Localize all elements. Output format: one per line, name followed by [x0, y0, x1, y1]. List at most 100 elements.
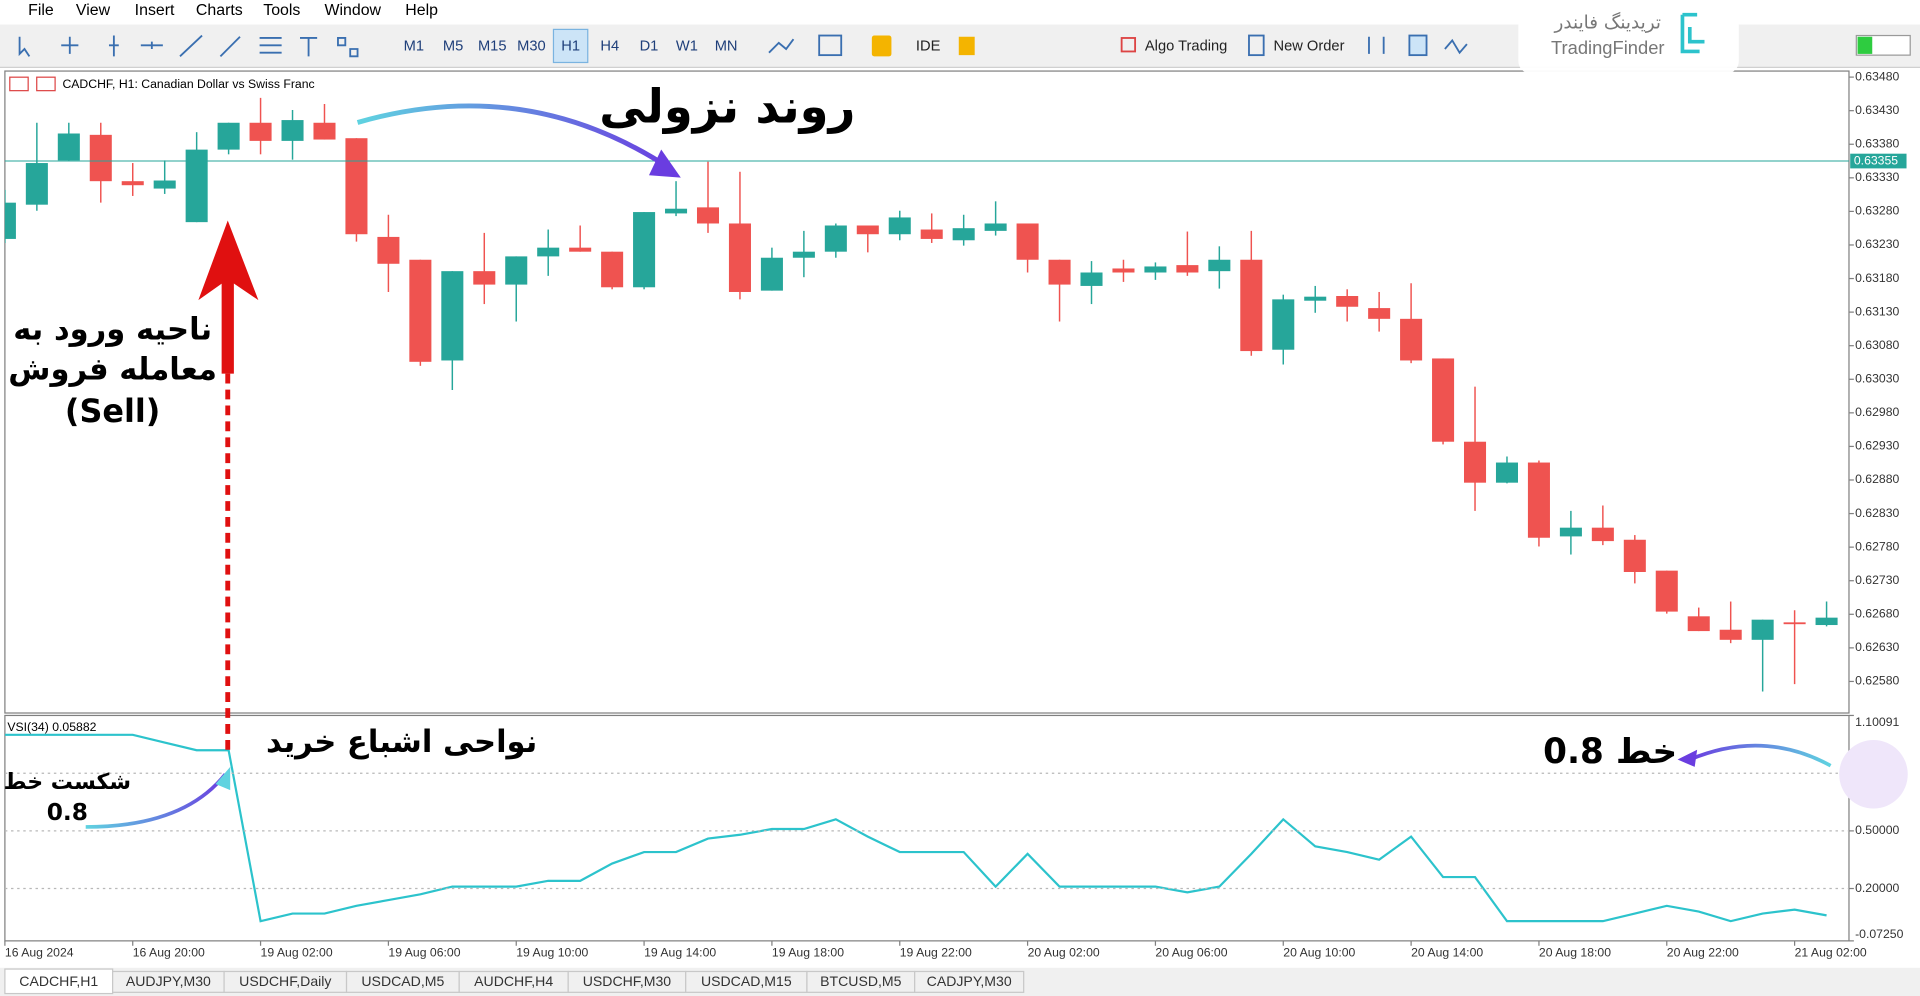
y-tick-label: 0.62980 [1855, 405, 1899, 419]
timeframe-button[interactable]: H4 [600, 38, 619, 54]
annotation: روند نزولی [599, 80, 855, 135]
annotation: (Sell) [65, 392, 160, 430]
timeframe-button[interactable]: W1 [676, 38, 698, 54]
candle-body [1815, 617, 1838, 626]
chart-icon [9, 76, 29, 92]
candle-body [1336, 296, 1359, 307]
candle-body [952, 228, 975, 241]
tab-label[interactable]: CADCHF,H1 [19, 973, 98, 989]
candle-body [217, 122, 240, 150]
candle-body [984, 223, 1007, 231]
x-tick-label: 19 Aug 14:00 [644, 945, 716, 959]
candle-body [601, 251, 624, 288]
algo-icon [1120, 37, 1137, 53]
watermark-en: TradingFinder [1551, 37, 1665, 58]
annotation: نواحی اشباع خرید [266, 725, 537, 760]
annotation-marks [85, 103, 1908, 829]
annotation: ناحیه ورود به [13, 312, 212, 347]
trend-arrow [356, 103, 673, 172]
y-tick-label: 0.63130 [1855, 304, 1899, 318]
entry-arrow [221, 275, 234, 374]
candle-body [185, 149, 208, 223]
timeframe-button[interactable]: M15 [478, 38, 507, 54]
x-tick-label: 20 Aug 14:00 [1411, 945, 1483, 959]
candle-body [1623, 539, 1646, 572]
x-tick-label: 20 Aug 02:00 [1028, 945, 1100, 959]
tab-label[interactable]: USDCHF,M30 [583, 973, 672, 989]
tab-label[interactable]: USDCAD,M15 [701, 973, 792, 989]
timeframe-button[interactable]: M1 [404, 38, 424, 54]
chart-title: CADCHF, H1: Canadian Dollar vs Swiss Fra… [62, 77, 314, 91]
candle-body [633, 212, 656, 288]
timeframe-button[interactable]: M30 [517, 38, 546, 54]
candle-body [1304, 296, 1327, 301]
x-tick-label: 19 Aug 18:00 [772, 945, 844, 959]
tab-label[interactable]: CADJPY,M30 [927, 973, 1012, 989]
menu-item: Charts [196, 2, 243, 19]
y-tick-label: 1.10091 [1855, 715, 1899, 729]
x-tick-label: 19 Aug 10:00 [516, 945, 588, 959]
level-highlight [1839, 739, 1908, 809]
candle-body [1527, 462, 1550, 538]
timeframe-button[interactable]: MN [715, 38, 738, 54]
candle-body [1112, 268, 1135, 273]
y-tick-label: 0.62680 [1855, 607, 1899, 621]
watermark-fa: تریدینگ فایندر [1554, 11, 1661, 33]
x-tick-label: 21 Aug 02:00 [1795, 945, 1867, 959]
current-price-box [1850, 153, 1907, 169]
y-tick-label: 0.62830 [1855, 506, 1899, 520]
candle-body [888, 217, 911, 235]
timeframe-button[interactable]: M5 [443, 38, 463, 54]
indicator-plot [4, 733, 1827, 923]
menu-item: Help [405, 2, 438, 19]
timeframe-button[interactable]: H1 [561, 38, 580, 54]
candle-body [25, 163, 48, 205]
y-tick-label: 0.63180 [1855, 271, 1899, 285]
candles [4, 97, 1838, 692]
candle-body [1208, 259, 1231, 272]
y-tick-label: 0.63230 [1855, 237, 1899, 251]
break-arrow [85, 773, 227, 829]
y-tick-label: 0.63380 [1855, 136, 1899, 150]
tab-label[interactable]: AUDCHF,H4 [474, 973, 553, 989]
tab-label[interactable]: AUDJPY,M30 [126, 973, 211, 989]
y-tick-label: 0.62730 [1855, 573, 1899, 587]
candle-body [1751, 619, 1774, 640]
tab-label[interactable]: USDCHF,Daily [239, 973, 332, 989]
candle-body [824, 225, 847, 252]
menu-bar [0, 0, 1920, 24]
candle-body [856, 225, 879, 235]
x-tick-label: 19 Aug 06:00 [388, 945, 460, 959]
candle-body [1719, 629, 1742, 640]
tab-label[interactable]: BTCUSD,M5 [820, 973, 901, 989]
y-tick-label: 0.63330 [1855, 170, 1899, 184]
candle-body [1368, 308, 1391, 319]
candle-body [760, 257, 783, 291]
y-tick-label: 0.63280 [1855, 204, 1899, 218]
x-tick-label: 16 Aug 20:00 [133, 945, 205, 959]
candle-body [1432, 358, 1455, 442]
y-tick-label: 0.62630 [1855, 640, 1899, 654]
candle-body [1559, 527, 1582, 537]
annotation: شکست خط [4, 770, 131, 795]
timeframe-active [552, 28, 589, 64]
timeframe-button[interactable]: D1 [640, 38, 659, 54]
watermark-logo [1680, 12, 1705, 54]
candle-body [1464, 441, 1487, 483]
icon [958, 36, 975, 56]
candle-body [1080, 272, 1103, 286]
arrow-head [1677, 749, 1698, 767]
toolbar-button[interactable]: IDE [916, 38, 941, 54]
menu-item: Tools [263, 2, 300, 19]
tab-label[interactable]: USDCAD,M5 [361, 973, 444, 989]
candle-body [1591, 527, 1614, 542]
y-tick-label: 0.62580 [1855, 674, 1899, 688]
candle-body [792, 251, 815, 258]
candle-body [1048, 259, 1071, 285]
candle-body [121, 181, 144, 186]
arrow-head [648, 149, 681, 178]
toolbar-button[interactable]: New Order [1273, 38, 1344, 54]
toolbar-button[interactable]: Algo Trading [1145, 38, 1227, 54]
